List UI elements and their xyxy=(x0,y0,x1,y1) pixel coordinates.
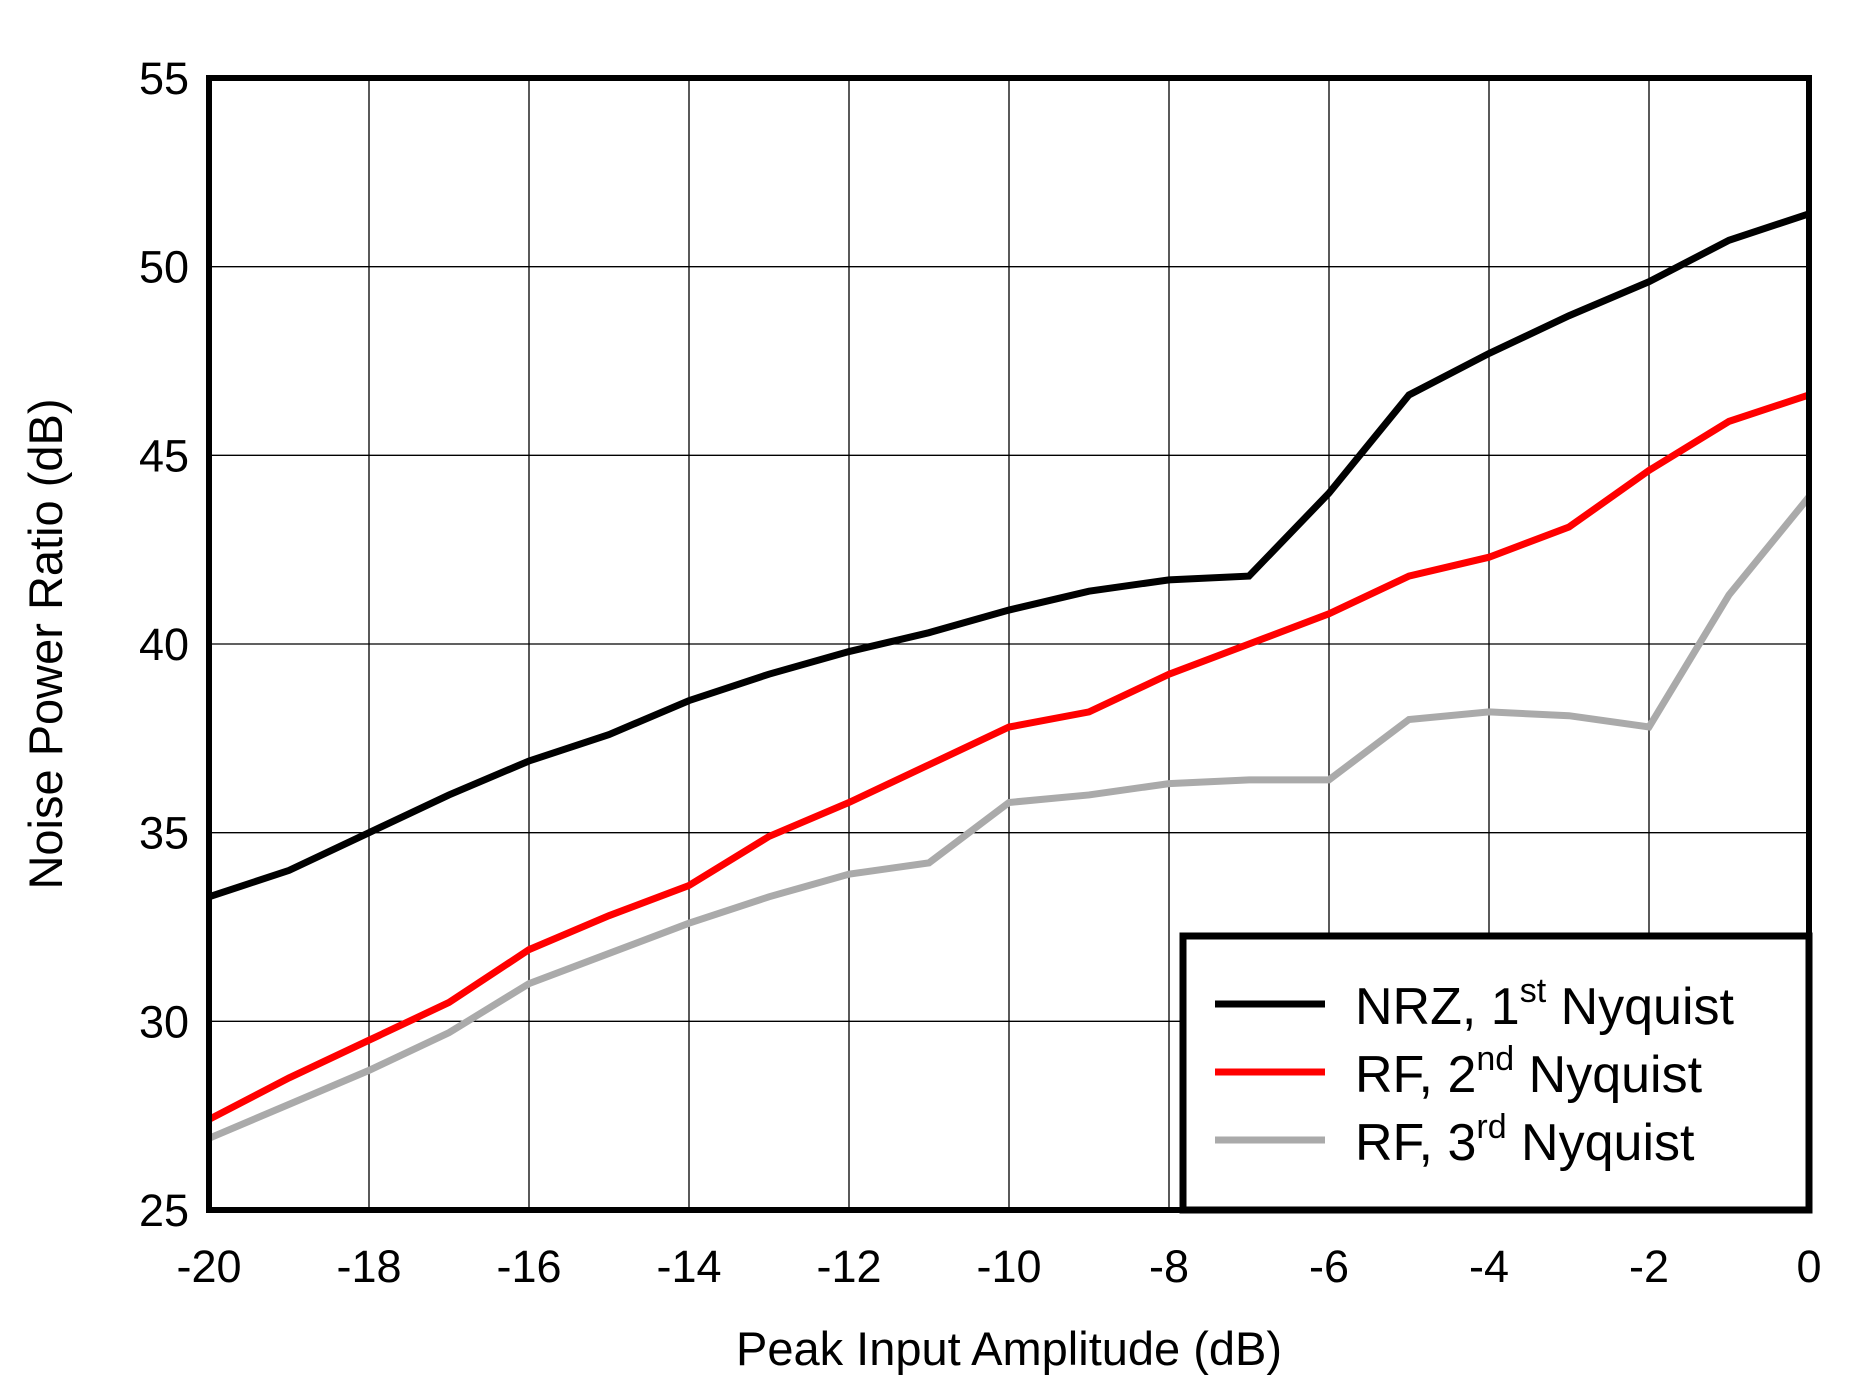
x-tick-label: 0 xyxy=(1796,1241,1821,1292)
x-tick-label: -10 xyxy=(976,1241,1041,1292)
y-tick-label: 55 xyxy=(139,53,189,104)
x-tick-label: -8 xyxy=(1149,1241,1189,1292)
y-axis-label: Noise Power Ratio (dB) xyxy=(19,398,72,889)
x-tick-label: -6 xyxy=(1309,1241,1349,1292)
legend-label: RF, 2nd Nyquist xyxy=(1355,1040,1703,1104)
x-tick-label: -14 xyxy=(656,1241,721,1292)
y-tick-label: 40 xyxy=(139,619,189,670)
x-axis-ticks: -20 -18 -16 -14 -12 -10 -8 -6 -4 -2 0 xyxy=(176,1241,1821,1292)
legend-label: RF, 3rd Nyquist xyxy=(1355,1108,1695,1172)
y-tick-label: 30 xyxy=(139,996,189,1047)
y-tick-label: 45 xyxy=(139,430,189,481)
series-line xyxy=(207,210,1811,901)
x-tick-label: -12 xyxy=(816,1241,881,1292)
x-axis-label: Peak Input Amplitude (dB) xyxy=(736,1322,1282,1375)
y-axis-ticks: 25 30 35 40 45 50 55 xyxy=(139,53,189,1236)
x-tick-label: -2 xyxy=(1629,1241,1669,1292)
legend-label: NRZ, 1st Nyquist xyxy=(1355,972,1735,1036)
y-tick-label: 35 xyxy=(139,808,189,859)
y-tick-label: 50 xyxy=(139,242,189,293)
x-tick-label: -18 xyxy=(336,1241,401,1292)
series-line xyxy=(207,391,1811,1123)
x-tick-label: -16 xyxy=(496,1241,561,1292)
data-series xyxy=(207,210,1812,1142)
series-line xyxy=(207,494,1812,1142)
x-tick-label: -20 xyxy=(176,1241,241,1292)
plot-frame xyxy=(206,75,1812,1213)
x-tick-label: -4 xyxy=(1469,1241,1509,1292)
y-tick-label: 25 xyxy=(139,1185,189,1236)
